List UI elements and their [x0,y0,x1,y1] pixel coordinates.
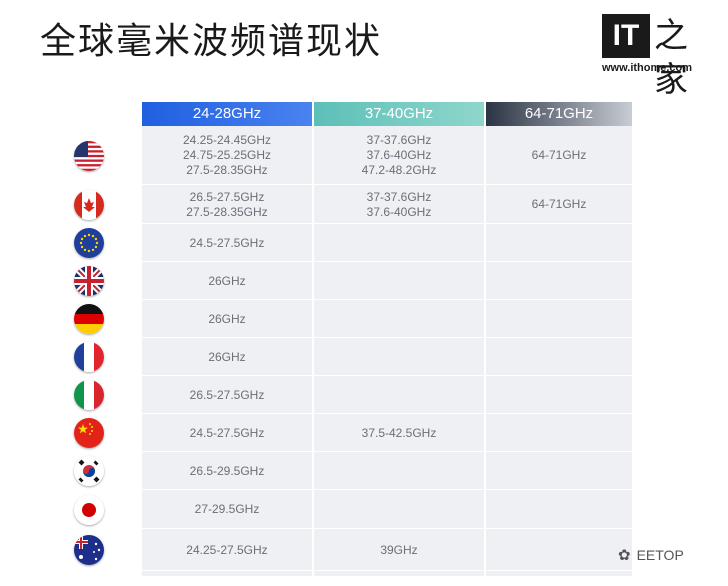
frequency-range: 24.25-27.5GHz [186,542,268,557]
japan-flag-icon [74,494,104,525]
eu-flag-icon [74,228,104,258]
column-background-3 [486,102,632,576]
wechat-icon: ✿ [618,547,631,564]
china-flag-icon [74,418,104,448]
column-background-1 [142,102,312,576]
frequency-range: 24.75-25.25GHz [182,148,272,162]
frequency-range: 26GHz [208,311,246,326]
frequency-range: 37.5-42.5GHz [361,425,437,440]
uk-flag-icon [74,266,104,296]
table-cell [314,452,484,490]
logo-glyph: 之家 [654,16,688,100]
column-header-37-40ghz: 37-40GHz [314,102,484,126]
frequency-range: 37.6-40GHz [366,204,432,219]
row-divider [142,413,632,414]
frequency-range: 26.5-27.5GHz [189,387,265,402]
france-flag-icon [74,342,104,372]
table-cell [314,338,484,376]
germany-flag-icon [74,304,104,334]
logo-url: www.ithome.com [602,62,693,74]
frequency-range: 27.5-28.35GHz [186,163,268,177]
table-cell: 37-37.6GHz 37.6-40GHz 47.2-48.2GHz [314,126,484,185]
italy-flag-icon [74,380,104,410]
table-cell: 26.5-27.5GHz [142,376,312,414]
table-cell: 24.5-27.5GHz [142,414,312,452]
table-cell [486,300,632,338]
row-divider [142,299,632,300]
column-header-24-28ghz: 24-28GHz [142,102,312,126]
table-cell [486,490,632,529]
table-cell [314,224,484,262]
table-cell [314,300,484,338]
column-background-2 [314,102,484,576]
table-cell [314,262,484,300]
frequency-range: 26.5-29.5GHz [189,463,265,478]
watermark: ✿ EETOP [618,546,684,564]
table-cell: 26GHz [142,300,312,338]
canada-flag-icon [74,189,104,220]
frequency-range: 37.6-40GHz [366,148,432,162]
frequency-range: 26GHz [208,349,246,364]
table-cell: 37.5-42.5GHz [314,414,484,452]
table-cell [314,376,484,414]
frequency-range: 47.2-48.2GHz [361,163,437,177]
column-header-64-71ghz: 64-71GHz [486,102,632,126]
row-divider [142,223,632,224]
table-cell: 64-71GHz [486,126,632,185]
table-cell [486,338,632,376]
table-cell: 26.5-29.5GHz [142,452,312,490]
frequency-range: 24.25-24.45GHz [182,133,272,147]
table-cell: 26GHz [142,262,312,300]
frequency-range: 37-37.6GHz [366,189,432,204]
page-title: 全球毫米波频谱现状 [40,21,383,62]
frequency-range: 26.5-27.5GHz [189,189,265,204]
row-divider [142,261,632,262]
table-cell [486,414,632,452]
australia-flag-icon [74,535,104,565]
frequency-range: 24.5-27.5GHz [189,235,265,250]
table-cell [486,376,632,414]
frequency-range: 64-71GHz [531,148,587,162]
us-flag-icon [74,140,104,171]
frequency-range: 24.5-27.5GHz [189,425,265,440]
ithome-logo: IT 之家 www.ithome.com [602,14,702,100]
row-divider [142,184,632,185]
table-cell: 24.25-24.45GHz 24.75-25.25GHz 27.5-28.35GH… [142,126,312,185]
table-cell [486,529,632,571]
table-cell: 37-37.6GHz 37.6-40GHz [314,185,484,224]
row-divider [142,570,632,571]
table-cell [486,224,632,262]
south-korea-flag-icon [74,456,104,486]
table-cell: 26GHz [142,338,312,376]
frequency-range: 37-37.6GHz [366,133,432,147]
table-cell: 39GHz [314,529,484,571]
frequency-range: 39GHz [380,542,418,557]
logo-mark: IT [602,14,650,58]
row-divider [142,375,632,376]
table-cell [486,452,632,490]
row-divider [142,528,632,529]
table-cell: 24.25-27.5GHz [142,529,312,571]
frequency-range: 27.5-28.35GHz [186,204,268,219]
frequency-range: 27-29.5GHz [194,502,260,516]
frequency-range: 26GHz [208,273,246,288]
table-cell: 26.5-27.5GHz 27.5-28.35GHz [142,185,312,224]
row-divider [142,451,632,452]
table-cell: 27-29.5GHz [142,490,312,529]
table-cell: 24.5-27.5GHz [142,224,312,262]
frequency-range: 64-71GHz [531,197,587,211]
table-cell [314,490,484,529]
watermark-text: EETOP [636,547,684,563]
row-divider [142,337,632,338]
table-cell: 64-71GHz [486,185,632,224]
table-cell [486,262,632,300]
row-divider [142,489,632,490]
